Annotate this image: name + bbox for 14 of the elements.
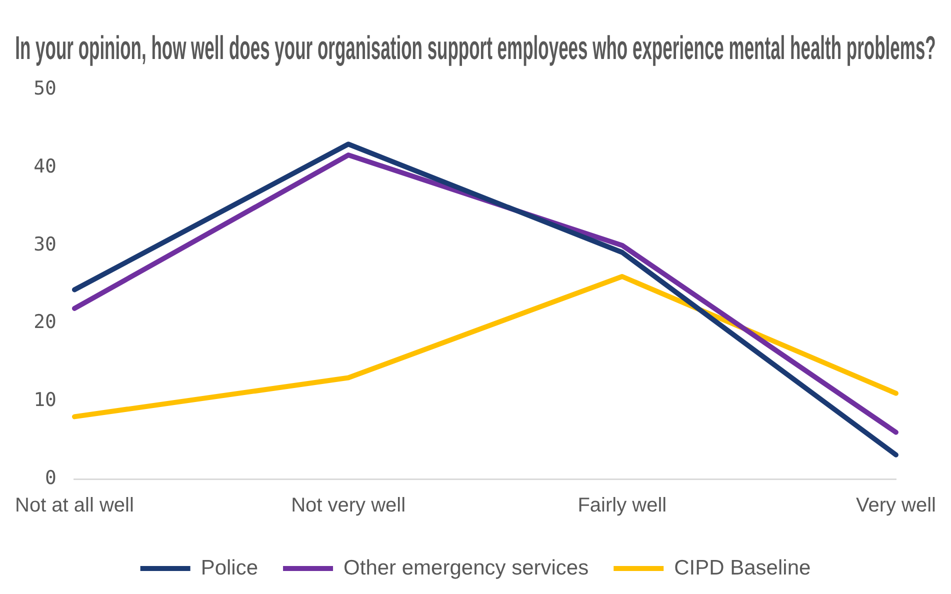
x-tick-label: Not very well	[291, 494, 406, 517]
x-tick-label: Fairly well	[578, 494, 667, 517]
chart-title: In your opinion, how well does your organisation support employees who experience mental health problems?	[15, 28, 936, 66]
x-tick-label: Very well	[856, 494, 936, 517]
legend-label: Police	[200, 556, 258, 580]
y-tick-label: 0	[45, 466, 56, 489]
y-tick-label: 50	[34, 78, 56, 100]
x-tick-label: Not at all well	[15, 494, 134, 517]
y-tick-label: 20	[34, 311, 56, 334]
y-tick-label: 40	[34, 155, 56, 178]
legend-label: CIPD Baseline	[674, 556, 811, 580]
y-tick-label: 30	[34, 233, 56, 256]
y-tick-label: 10	[34, 389, 56, 412]
legend-label: Other emergency services	[344, 556, 589, 580]
